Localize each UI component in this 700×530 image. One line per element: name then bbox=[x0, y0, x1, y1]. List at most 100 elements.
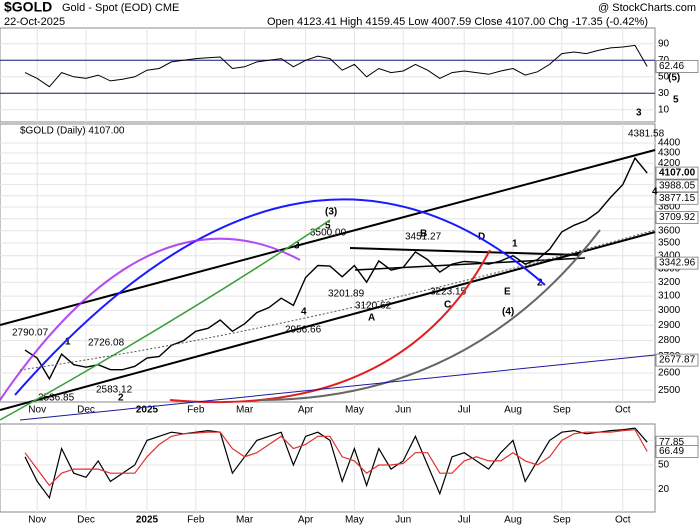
y-tick-label: 3400 bbox=[658, 250, 681, 261]
annotation: 1 bbox=[65, 337, 71, 348]
annotation: 4 bbox=[652, 187, 658, 198]
x-tick-label: Jul bbox=[458, 515, 471, 526]
y-tick-label: 4300 bbox=[658, 148, 681, 159]
source: @ StockCharts.com bbox=[598, 2, 696, 14]
price-label: 3342.96 bbox=[659, 258, 696, 269]
annotation: 3451.27 bbox=[405, 232, 442, 243]
annotation: E bbox=[504, 287, 511, 298]
line bbox=[24, 427, 648, 500]
y-tick-label: 3100 bbox=[658, 291, 681, 302]
date: 22-Oct-2025 bbox=[4, 16, 65, 28]
y-tick-label: 2500 bbox=[658, 385, 681, 396]
x-tick-label: May bbox=[345, 515, 364, 526]
x-tick-label: Aug bbox=[504, 515, 522, 526]
x-tick-label: Sep bbox=[553, 405, 571, 416]
instrument-name: Gold - Spot (EOD) CME bbox=[62, 2, 179, 14]
x-tick-label: Apr bbox=[298, 405, 314, 416]
price-label-box bbox=[655, 256, 699, 270]
x-tick-label: Oct bbox=[615, 515, 631, 526]
annotation: 5 bbox=[673, 95, 679, 106]
y-tick-label: 3800 bbox=[658, 202, 681, 213]
x-tick-label: Dec bbox=[77, 405, 95, 416]
price-label: 3988.05 bbox=[659, 181, 696, 192]
annotation: 3500.00 bbox=[310, 228, 347, 239]
annotation: (3) bbox=[325, 207, 337, 218]
price-label: 3709.92 bbox=[659, 212, 696, 223]
y-tick-label: 2600 bbox=[658, 368, 681, 379]
y-tick-label: 3600 bbox=[658, 225, 681, 236]
x-tick-label: Mar bbox=[236, 405, 254, 416]
quote: Open 4123.41 High 4159.45 Low 4007.59 Cl… bbox=[267, 16, 648, 28]
line bbox=[24, 429, 648, 487]
x-tick-label: Jul bbox=[458, 405, 471, 416]
annotation: 2583.12 bbox=[96, 385, 133, 396]
annotation: 5 bbox=[325, 221, 331, 232]
panel bbox=[0, 423, 656, 513]
annotation: (4) bbox=[502, 307, 514, 318]
panel bbox=[0, 123, 656, 403]
trendlines bbox=[0, 149, 656, 421]
annotation: B bbox=[420, 229, 427, 240]
value-label: 66.49 bbox=[659, 446, 684, 457]
annotation: 3201.89 bbox=[328, 289, 365, 300]
y-tick-label: 3500 bbox=[658, 238, 681, 249]
x-tick-label: Jun bbox=[395, 515, 411, 526]
annotation: 4381.58 bbox=[628, 129, 665, 140]
y-tick-label: 30 bbox=[658, 88, 670, 99]
x-tick-label: Mar bbox=[236, 515, 254, 526]
y-tick-label: 4400 bbox=[658, 138, 681, 149]
x-tick-label: 2025 bbox=[136, 515, 159, 526]
annotation: (5) bbox=[668, 73, 680, 84]
price-label-box bbox=[655, 191, 699, 205]
price-label-box bbox=[655, 211, 699, 224]
y-tick-label: 2900 bbox=[658, 320, 681, 331]
price-label-box bbox=[655, 353, 699, 367]
annotation: 2536.85 bbox=[38, 393, 75, 404]
annotation: 2 bbox=[118, 393, 124, 404]
price-label: 4107.00 bbox=[659, 168, 696, 179]
annotation: C bbox=[444, 300, 451, 311]
value-label: 62.46 bbox=[659, 61, 684, 72]
y-tick-label: 50 bbox=[658, 460, 670, 471]
symbol: $GOLD bbox=[4, 0, 52, 15]
x-tick-label: 2025 bbox=[136, 405, 159, 416]
value-label-box bbox=[655, 60, 699, 73]
y-tick-label: 2800 bbox=[658, 335, 681, 346]
x-tick-label: Feb bbox=[187, 515, 205, 526]
annotation: A bbox=[368, 313, 375, 324]
y-tick-label: 90 bbox=[658, 38, 670, 49]
x-tick-label: Apr bbox=[298, 515, 314, 526]
annotation: D bbox=[478, 232, 485, 243]
y-tick-label: 4200 bbox=[658, 158, 681, 169]
x-tick-label: Nov bbox=[28, 405, 46, 416]
x-tick-label: Dec bbox=[77, 515, 95, 526]
annotation: 3223.15 bbox=[430, 287, 467, 298]
x-tick-label: Jun bbox=[395, 405, 411, 416]
annotation: 2956.66 bbox=[285, 325, 322, 336]
annotation: 3 bbox=[636, 108, 642, 119]
y-tick-label: 20 bbox=[658, 484, 670, 495]
x-tick-label: May bbox=[345, 405, 364, 416]
price-label: 2677.87 bbox=[659, 355, 696, 366]
annotation: 4 bbox=[301, 307, 307, 318]
line bbox=[24, 44, 648, 88]
price-label: 3877.15 bbox=[659, 193, 696, 204]
y-tick-label: 10 bbox=[658, 104, 670, 115]
x-tick-label: Aug bbox=[504, 405, 522, 416]
annotation: 2726.08 bbox=[88, 338, 125, 349]
price-label-box bbox=[655, 166, 699, 180]
x-tick-label: Sep bbox=[553, 515, 571, 526]
x-tick-label: Oct bbox=[615, 405, 631, 416]
y-tick-label: 50 bbox=[658, 71, 670, 82]
y-tick-label: 3000 bbox=[658, 305, 681, 316]
annotation: 2 bbox=[537, 278, 543, 289]
legend: $GOLD (Daily) 4107.00 bbox=[20, 126, 125, 137]
value-label-box bbox=[655, 445, 699, 458]
x-tick-label: Feb bbox=[187, 405, 205, 416]
annotation: 1 bbox=[512, 239, 518, 250]
y-tick-label: 3200 bbox=[658, 277, 681, 288]
value-label: 77.85 bbox=[659, 437, 684, 448]
panel bbox=[0, 27, 656, 123]
